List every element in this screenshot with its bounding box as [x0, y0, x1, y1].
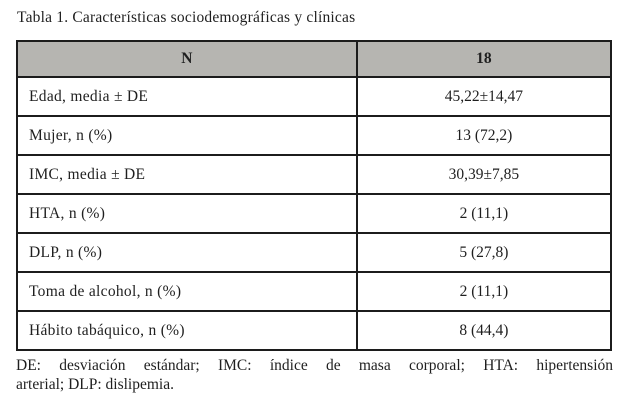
table-row: Edad, media ± DE 45,22±14,47: [16, 76, 613, 117]
row-value-mujer: 13 (72,2): [355, 115, 613, 156]
row-label-tabaco: Hábito tabáquico, n (%): [16, 310, 358, 351]
row-value-imc: 30,39±7,85: [355, 154, 613, 195]
table-row: DLP, n (%) 5 (27,8): [16, 232, 613, 273]
row-value-hta: 2 (11,1): [355, 193, 613, 234]
row-label-alcohol: Toma de alcohol, n (%): [16, 271, 358, 312]
row-value-tabaco: 8 (44,4): [355, 310, 613, 351]
row-label-hta: HTA, n (%): [16, 193, 358, 234]
table-header-row: N 18: [16, 40, 613, 78]
table-title: Tabla 1. Características sociodemográfic…: [17, 9, 356, 26]
header-cell-count: 18: [355, 40, 613, 78]
table-row: Hábito tabáquico, n (%) 8 (44,4): [16, 310, 613, 351]
row-label-imc: IMC, media ± DE: [16, 154, 358, 195]
row-label-edad: Edad, media ± DE: [16, 76, 358, 117]
characteristics-table: N 18 Edad, media ± DE 45,22±14,47 Mujer,…: [16, 40, 613, 351]
footnote-line-1: DE: desviación estándar; IMC: índice de …: [16, 357, 613, 374]
footnote-line-2: arterial; DLP: dislipemia.: [16, 376, 174, 393]
row-value-alcohol: 2 (11,1): [355, 271, 613, 312]
row-label-dlp: DLP, n (%): [16, 232, 358, 273]
row-label-mujer: Mujer, n (%): [16, 115, 358, 156]
table-footnote: DE: desviación estándar; IMC: índice de …: [16, 356, 613, 394]
row-value-dlp: 5 (27,8): [355, 232, 613, 273]
table-row: HTA, n (%) 2 (11,1): [16, 193, 613, 234]
header-cell-n: N: [16, 40, 358, 78]
table-row: Toma de alcohol, n (%) 2 (11,1): [16, 271, 613, 312]
row-value-edad: 45,22±14,47: [355, 76, 613, 117]
table-row: Mujer, n (%) 13 (72,2): [16, 115, 613, 156]
table-row: IMC, media ± DE 30,39±7,85: [16, 154, 613, 195]
